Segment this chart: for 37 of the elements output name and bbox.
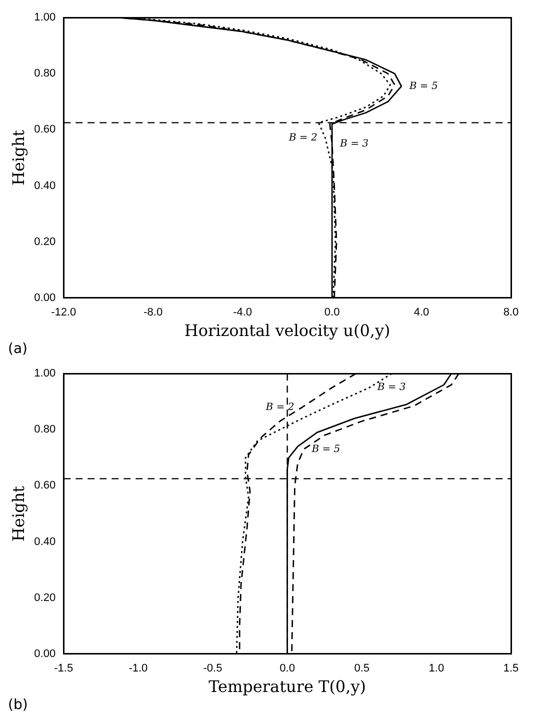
x-tick-label: -4.0 (233, 306, 252, 318)
x-tick-label: 1.0 (428, 662, 444, 674)
x-tick-label: -12.0 (51, 306, 76, 318)
y-tick-label: 0.80 (34, 424, 56, 436)
annotation: B = 5 (408, 80, 438, 92)
annotation: B = 3 (376, 382, 406, 394)
x-axis-title: Horizontal velocity u(0,y) (184, 320, 390, 340)
y-tick-label: 0.40 (34, 536, 56, 548)
x-tick-label: 0.0 (280, 662, 295, 674)
annotation: B = 3 (339, 138, 368, 150)
annotation: B = 2 (264, 402, 294, 413)
x-tick-label: 1.5 (503, 662, 519, 674)
x-tick-label: -8.0 (144, 306, 163, 318)
y-tick-label: 0.00 (34, 648, 56, 660)
y-tick-label: 0.40 (34, 180, 56, 192)
y-tick-label: 0.00 (34, 292, 56, 304)
annotation: B = 5 (310, 444, 340, 455)
x-tick-label: 8.0 (503, 306, 519, 318)
y-axis-title: Height (8, 129, 28, 186)
x-tick-label: -1.5 (54, 662, 74, 674)
x-tick-label: -0.5 (203, 662, 222, 674)
y-tick-label: 0.20 (34, 592, 56, 604)
y-tick-label: 0.60 (34, 124, 56, 136)
y-tick-label: 1.00 (34, 12, 56, 24)
x-tick-label: 0.5 (354, 662, 370, 674)
y-tick-label: 0.20 (34, 236, 56, 248)
x-tick-label: -1.0 (128, 662, 148, 674)
text: (a) (8, 341, 28, 358)
y-tick-label: 0.80 (34, 68, 56, 80)
y-axis-title: Height (8, 485, 28, 542)
text: (b) (8, 697, 28, 714)
y-tick-label: 0.60 (34, 480, 56, 492)
annotation: B = 2 (288, 132, 318, 144)
y-tick-label: 1.00 (34, 368, 56, 380)
x-axis-title: Temperature T(0,y) (208, 676, 366, 696)
x-tick-label: 4.0 (414, 306, 430, 318)
x-tick-label: 0.0 (324, 306, 340, 318)
